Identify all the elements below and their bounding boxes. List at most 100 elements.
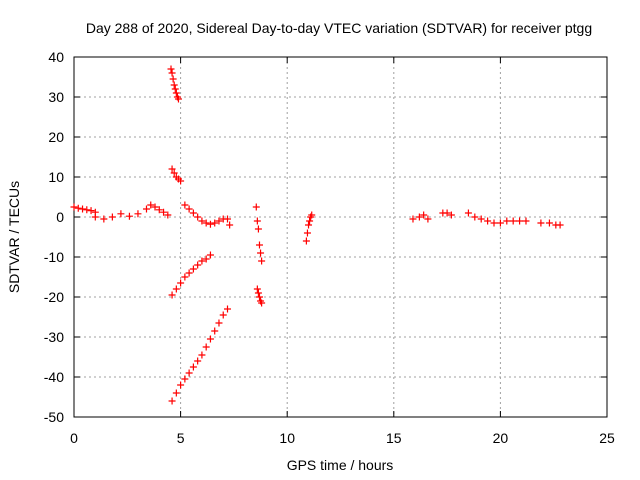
data-point bbox=[215, 319, 223, 327]
data-point bbox=[172, 89, 180, 97]
series-ptgg-arc-6 bbox=[224, 215, 234, 229]
data-point bbox=[447, 211, 455, 219]
data-point bbox=[142, 205, 150, 213]
y-tick-label: 20 bbox=[48, 129, 64, 145]
data-point bbox=[189, 363, 197, 371]
data-point bbox=[147, 201, 155, 209]
data-point bbox=[471, 213, 479, 221]
data-point bbox=[185, 269, 193, 277]
data-point bbox=[556, 221, 564, 229]
series-ptgg-arc-4 bbox=[168, 165, 185, 185]
data-point bbox=[258, 299, 266, 307]
data-point bbox=[177, 177, 185, 185]
data-point bbox=[464, 209, 472, 217]
data-point bbox=[258, 257, 266, 265]
data-point bbox=[219, 311, 227, 319]
x-tick-label: 25 bbox=[599, 430, 615, 446]
data-point bbox=[206, 335, 214, 343]
data-point bbox=[160, 208, 168, 216]
x-axis-label: GPS time / hours bbox=[287, 457, 394, 473]
data-point bbox=[168, 165, 176, 173]
y-tick-label: -10 bbox=[44, 249, 64, 265]
data-point bbox=[185, 205, 193, 213]
data-point bbox=[224, 215, 232, 223]
y-tick-label: 40 bbox=[48, 49, 64, 65]
data-point bbox=[117, 210, 125, 218]
data-points bbox=[70, 65, 564, 405]
data-point bbox=[164, 211, 172, 219]
axis-ticks: 0 5 10 15 20 25 -50 -40 -30 -20 -10 0 10 20 30 40 bbox=[44, 49, 615, 446]
y-tick-label: 10 bbox=[48, 169, 64, 185]
data-point bbox=[155, 206, 163, 214]
data-point bbox=[415, 213, 423, 221]
data-point bbox=[172, 285, 180, 293]
data-point bbox=[172, 389, 180, 397]
data-point bbox=[255, 241, 263, 249]
data-point bbox=[177, 381, 185, 389]
data-point bbox=[409, 215, 417, 223]
grid bbox=[74, 57, 607, 417]
data-point bbox=[211, 327, 219, 335]
data-point bbox=[302, 237, 310, 245]
data-point bbox=[509, 217, 517, 225]
x-tick-label: 5 bbox=[177, 430, 185, 446]
data-point bbox=[303, 229, 311, 237]
data-point bbox=[181, 273, 189, 281]
data-point bbox=[177, 279, 185, 287]
data-point bbox=[198, 351, 206, 359]
data-point bbox=[424, 215, 432, 223]
data-point bbox=[194, 213, 202, 221]
y-tick-label: -50 bbox=[44, 409, 64, 425]
data-point bbox=[74, 204, 82, 212]
data-point bbox=[253, 285, 261, 293]
data-point bbox=[198, 257, 206, 265]
data-point bbox=[522, 217, 530, 225]
data-point bbox=[194, 261, 202, 269]
series-ptgg-arc-2 bbox=[91, 201, 172, 223]
data-point bbox=[305, 221, 313, 229]
data-point bbox=[169, 75, 177, 83]
data-point bbox=[255, 293, 263, 301]
data-point bbox=[253, 217, 261, 225]
data-point bbox=[167, 65, 175, 73]
data-point bbox=[496, 219, 504, 227]
data-point bbox=[125, 212, 133, 220]
data-point bbox=[171, 85, 179, 93]
data-point bbox=[108, 213, 116, 221]
series-ptgg-arc-15 bbox=[537, 219, 564, 229]
series-ptgg-arc-7 bbox=[168, 251, 214, 299]
data-point bbox=[170, 169, 178, 177]
data-point bbox=[168, 69, 176, 77]
data-point bbox=[206, 251, 214, 259]
x-tick-label: 10 bbox=[279, 430, 295, 446]
data-point bbox=[254, 225, 262, 233]
data-point bbox=[202, 219, 210, 227]
y-tick-label: -20 bbox=[44, 289, 64, 305]
data-point bbox=[443, 209, 451, 217]
chart-title: Day 288 of 2020, Sidereal Day-to-day VTE… bbox=[86, 20, 592, 36]
data-point bbox=[134, 210, 142, 218]
series-ptgg-arc-12 bbox=[409, 211, 432, 223]
data-point bbox=[194, 357, 202, 365]
data-point bbox=[185, 369, 193, 377]
data-point bbox=[151, 203, 159, 211]
plot-frame bbox=[73, 56, 608, 418]
data-point bbox=[181, 375, 189, 383]
series-ptgg-arc-10 bbox=[253, 285, 266, 307]
data-point bbox=[211, 219, 219, 227]
data-point bbox=[87, 207, 95, 215]
data-point bbox=[257, 249, 265, 257]
data-point bbox=[477, 215, 485, 223]
data-point bbox=[91, 213, 99, 221]
data-point bbox=[516, 217, 524, 225]
y-tick-label: 0 bbox=[56, 209, 64, 225]
series-ptgg-arc-8 bbox=[168, 305, 232, 405]
data-point bbox=[168, 397, 176, 405]
series-ptgg-arc-1 bbox=[70, 203, 99, 216]
data-point bbox=[181, 201, 189, 209]
data-point bbox=[83, 206, 91, 214]
data-point bbox=[79, 205, 87, 213]
data-point bbox=[70, 203, 78, 211]
series-ptgg-arc-11 bbox=[302, 211, 316, 245]
